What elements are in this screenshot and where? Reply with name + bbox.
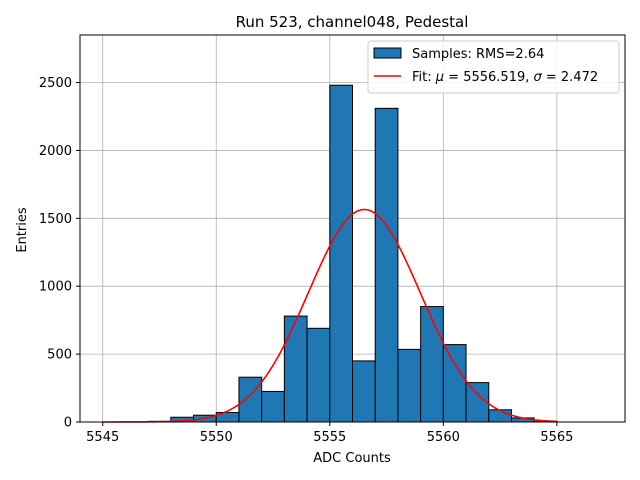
x-tick-label: 5545 (86, 430, 119, 445)
histogram-bar (442, 344, 467, 423)
y-tick-label: 1500 (39, 212, 72, 227)
y-tick-label: 2000 (39, 144, 72, 159)
legend-fit-sigma-value: = 2.472 (542, 70, 598, 85)
histogram-bar (306, 327, 331, 423)
histogram-bar (329, 84, 353, 423)
histogram-bar (397, 348, 422, 423)
histogram-bar (420, 306, 444, 423)
fit-curve (102, 208, 557, 423)
chart-title: Run 523, channel048, Pedestal (236, 13, 469, 31)
histogram-bar (465, 382, 490, 423)
legend: Samples: RMS=2.64 Fit: μ = 5556.519, σ =… (367, 40, 620, 94)
histogram-bar (488, 409, 512, 423)
y-tick-label: 2500 (39, 76, 72, 91)
x-axis-label: ADC Counts (313, 451, 391, 466)
legend-samples-label: Samples: RMS=2.64 (412, 47, 544, 62)
legend-samples-swatch (373, 47, 402, 59)
plot-frame (79, 34, 626, 423)
legend-fit-mu-symbol: μ (435, 70, 444, 85)
legend-fit-prefix: Fit: (412, 70, 436, 85)
legend-box (367, 40, 620, 94)
x-tick-label: 5565 (540, 430, 573, 445)
legend-fit-sigma-symbol: σ (534, 70, 543, 85)
x-tick-label: 5555 (313, 430, 346, 445)
histogram-bar (283, 315, 308, 423)
y-tick-label: 0 (64, 416, 72, 431)
y-axis-label: Entries (15, 207, 30, 253)
x-tick-label: 5560 (427, 430, 460, 445)
y-tick-label: 1000 (39, 280, 72, 295)
x-axis-ticks: 5545 5550 5555 5560 5565 (86, 422, 573, 445)
histogram-bar (352, 360, 376, 423)
x-tick-label: 5550 (200, 430, 233, 445)
legend-fit-label: Fit: μ = 5556.519, σ = 2.472 (412, 70, 598, 85)
histogram-bar (374, 107, 399, 423)
y-tick-label: 500 (47, 348, 72, 363)
y-axis-ticks: 0 500 1000 1500 2000 2500 (39, 76, 80, 431)
histogram-bar (238, 376, 263, 423)
legend-fit-mu-value: = 5556.519, (444, 70, 533, 85)
histogram-bar (261, 390, 285, 423)
